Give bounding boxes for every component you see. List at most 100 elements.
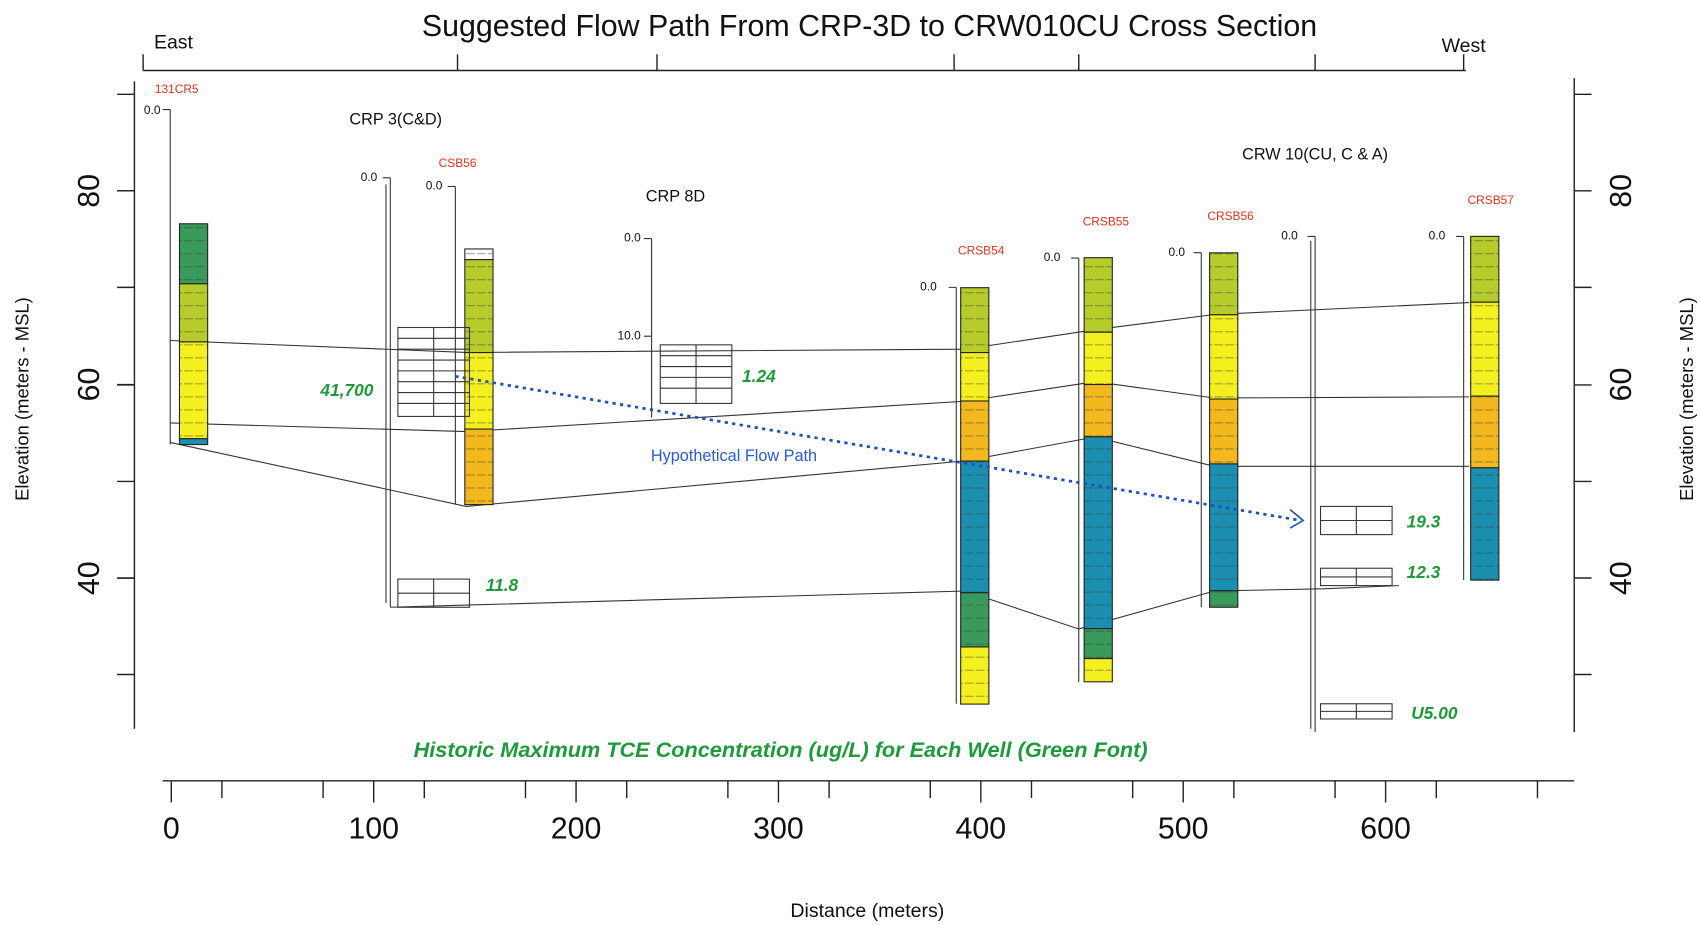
stick	[1071, 258, 1079, 682]
well-name: 131CR5	[155, 82, 199, 96]
layer-texture	[961, 401, 989, 461]
well-group-label: CRW 10(CU, C & A)	[1242, 145, 1388, 163]
well-name: CRSB56	[1207, 209, 1254, 223]
x-tick-label: 600	[1360, 813, 1411, 846]
depth-label: 0.0	[361, 170, 378, 184]
screen-grid	[398, 327, 470, 416]
x-tick-label: 0	[163, 813, 180, 846]
layer-texture	[1084, 659, 1112, 682]
depth-label: 0.0	[1281, 229, 1298, 243]
stick	[1308, 236, 1316, 732]
caption: Historic Maximum TCE Concentration (ug/L…	[414, 737, 1148, 762]
well-group-label: CRP 3(C&D)	[349, 111, 442, 129]
left-axis	[117, 81, 134, 728]
layer-texture	[1210, 315, 1238, 399]
stick	[1194, 253, 1202, 608]
right-axis	[1574, 78, 1591, 732]
east-label: East	[154, 32, 194, 54]
layer-texture	[179, 284, 207, 342]
well-name: CSB56	[439, 156, 477, 170]
title: Suggested Flow Path From CRP-3D to CRW01…	[422, 10, 1317, 43]
layer-texture	[465, 429, 493, 505]
screen-grid	[398, 579, 470, 607]
stick	[163, 110, 171, 445]
layer-texture	[179, 342, 207, 439]
x-tick-label: 200	[551, 813, 602, 846]
y-axis-label: Elevation (meters - MSL)	[12, 297, 33, 501]
x-tick-label: 500	[1158, 813, 1209, 846]
depth-label: 0.0	[426, 179, 443, 193]
strata-line	[170, 303, 1469, 353]
screen-grid	[1321, 506, 1393, 534]
layer-texture	[1210, 253, 1238, 315]
layer-texture	[961, 288, 989, 353]
y-tick-label: 80	[73, 174, 106, 208]
layer-texture	[961, 593, 989, 647]
strata-line	[390, 586, 1398, 629]
cross-section: Suggested Flow Path From CRP-3D to CRW01…	[0, 0, 1700, 925]
stick	[949, 287, 957, 703]
concentration: 41,700	[319, 380, 373, 400]
layer-texture	[179, 439, 207, 445]
y-tick-label: 60	[73, 368, 106, 402]
y-tick-label: 40	[73, 561, 106, 595]
layer-texture	[1210, 399, 1238, 464]
well-name: CRSB55	[1083, 214, 1130, 228]
well-columns	[179, 224, 1498, 704]
depth-label: 0.0	[1044, 250, 1061, 264]
stick	[644, 239, 652, 418]
layer-texture	[1210, 464, 1238, 591]
y2-tick-label: 60	[1605, 368, 1638, 402]
concentration: 19.3	[1407, 511, 1441, 531]
depth-label: 10.0	[618, 328, 642, 342]
layer-texture	[465, 249, 493, 260]
west-label: West	[1442, 35, 1487, 57]
x-axis-label: Distance (meters)	[790, 900, 944, 922]
stick	[383, 178, 391, 607]
layer-texture	[1084, 332, 1112, 384]
y2-tick-label: 80	[1605, 174, 1638, 208]
layer-texture	[1084, 629, 1112, 659]
layer-texture	[1471, 468, 1499, 580]
concentration: U5.00	[1411, 703, 1458, 723]
layer-texture	[179, 224, 207, 284]
layer-texture	[961, 353, 989, 401]
depth-label: 0.0	[624, 231, 641, 245]
top-axis	[143, 54, 1466, 70]
layer-texture	[1471, 302, 1499, 396]
screen-boxes	[398, 327, 1392, 718]
layer-texture	[1210, 591, 1238, 607]
stick	[1456, 236, 1464, 580]
strata-line	[170, 437, 1469, 506]
y2-tick-label: 40	[1605, 561, 1638, 595]
layer-texture	[961, 647, 989, 704]
well-group-label: CRP 8D	[646, 188, 705, 206]
well-sticks: 0.0 0.0 0.0 0.0 10.0 0.0 0.0 0.0 0.0 0.0	[144, 103, 1464, 732]
screen-grid	[1321, 568, 1393, 585]
layer-texture	[1084, 437, 1112, 629]
layer-texture	[1084, 258, 1112, 333]
depth-label: 0.0	[1429, 229, 1446, 243]
depth-label: 0.0	[920, 280, 937, 294]
layer-texture	[1471, 396, 1499, 468]
concentration: 11.8	[486, 575, 519, 595]
x-tick-label: 400	[956, 813, 1007, 846]
concentration: 1.24	[742, 366, 776, 386]
stick	[448, 187, 456, 505]
x-tick-label: 100	[348, 813, 399, 846]
x-tick-label: 300	[753, 813, 804, 846]
flow-path-label: Hypothetical Flow Path	[651, 447, 817, 465]
depth-label: 0.0	[144, 103, 161, 117]
layer-texture	[1084, 385, 1112, 437]
layer-texture	[961, 461, 989, 593]
flow-arrow	[1290, 510, 1303, 528]
well-name: CRSB54	[958, 244, 1005, 258]
depth-label: 0.0	[1168, 245, 1185, 259]
screen-grid	[1321, 704, 1393, 719]
y2-axis-label: Elevation (meters - MSL)	[1676, 297, 1697, 501]
strata-lines	[170, 303, 1469, 629]
layer-texture	[1471, 236, 1499, 302]
flow-path	[455, 376, 1301, 520]
well-name: CRSB57	[1468, 193, 1515, 207]
concentration: 12.3	[1407, 562, 1441, 582]
